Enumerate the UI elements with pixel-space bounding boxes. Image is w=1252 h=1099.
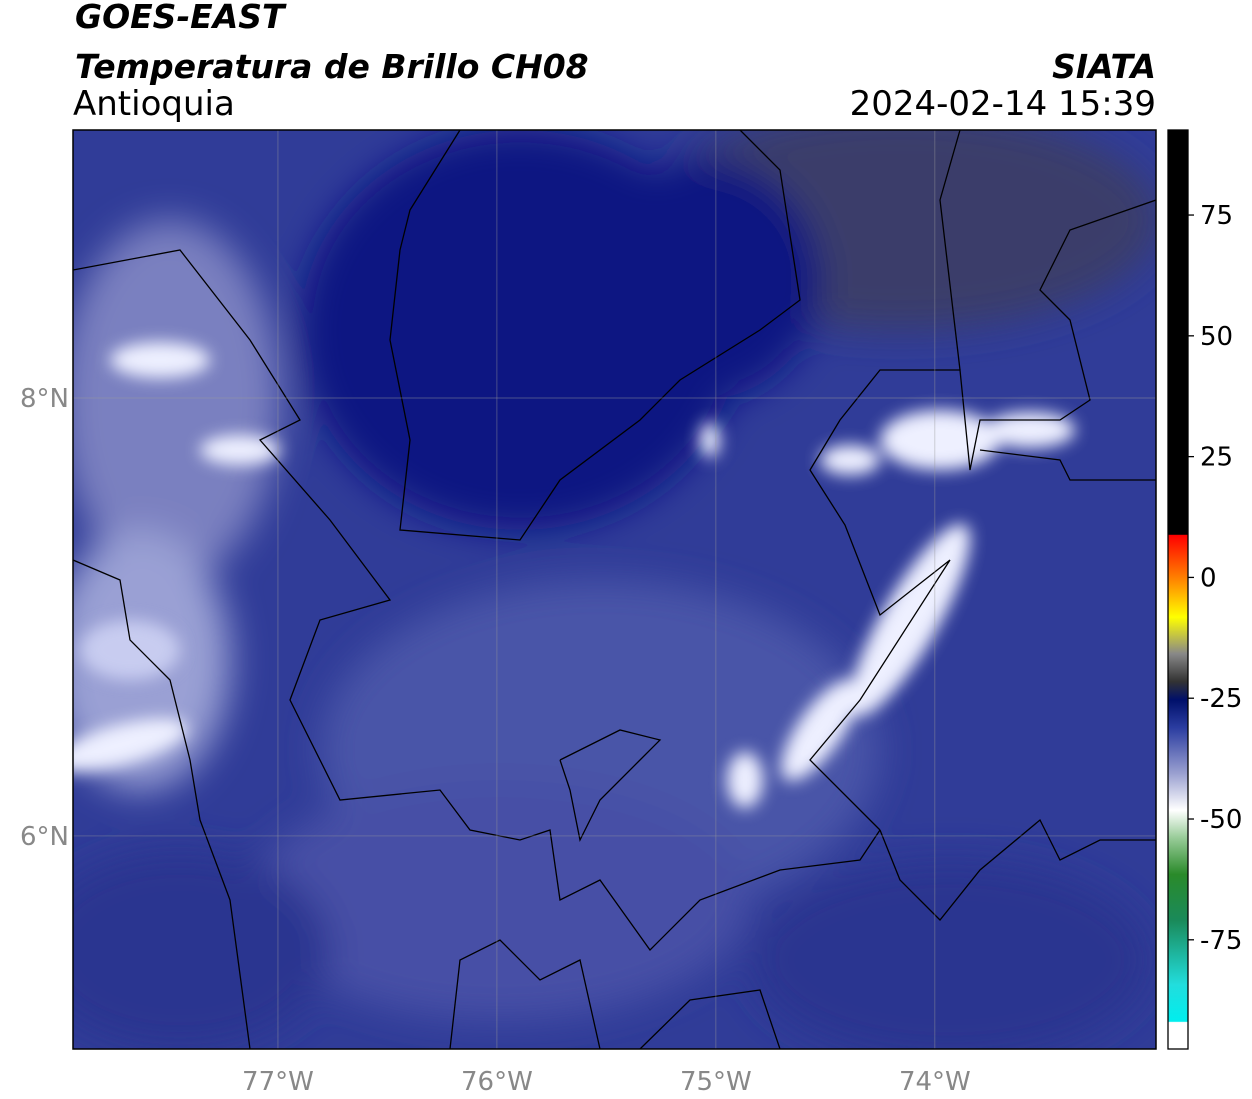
colorbar-tick-label: -50 (1200, 805, 1242, 835)
map-frame (72, 129, 1157, 1050)
datetime: 2024-02-14 15:39 (850, 84, 1156, 124)
satellite-image (73, 130, 1156, 1049)
lon-tick-label: 77°W (242, 1067, 314, 1097)
colorbar-tick-label: 0 (1200, 563, 1217, 593)
source: SIATA (1052, 47, 1156, 86)
colorbar-tick-label: 50 (1200, 322, 1233, 352)
lon-tick-label: 76°W (461, 1067, 533, 1097)
colorbar-tick-label: -25 (1200, 684, 1242, 714)
colorbar-tick-label: 75 (1200, 201, 1233, 231)
colorbar (1167, 129, 1189, 1050)
lon-tick-label: 74°W (899, 1067, 971, 1097)
region: Antioquia (73, 84, 235, 124)
lat-tick-label: 6°N (20, 822, 69, 852)
title: GOES-EAST (75, 0, 287, 36)
colorbar-tick-label: -75 (1200, 926, 1242, 956)
subtitle: Temperatura de Brillo CH08 (75, 47, 589, 86)
lat-tick-label: 8°N (20, 384, 69, 414)
graticule (73, 130, 1156, 1049)
colorbar-tick-label: 25 (1200, 443, 1233, 473)
lon-tick-label: 75°W (680, 1067, 752, 1097)
